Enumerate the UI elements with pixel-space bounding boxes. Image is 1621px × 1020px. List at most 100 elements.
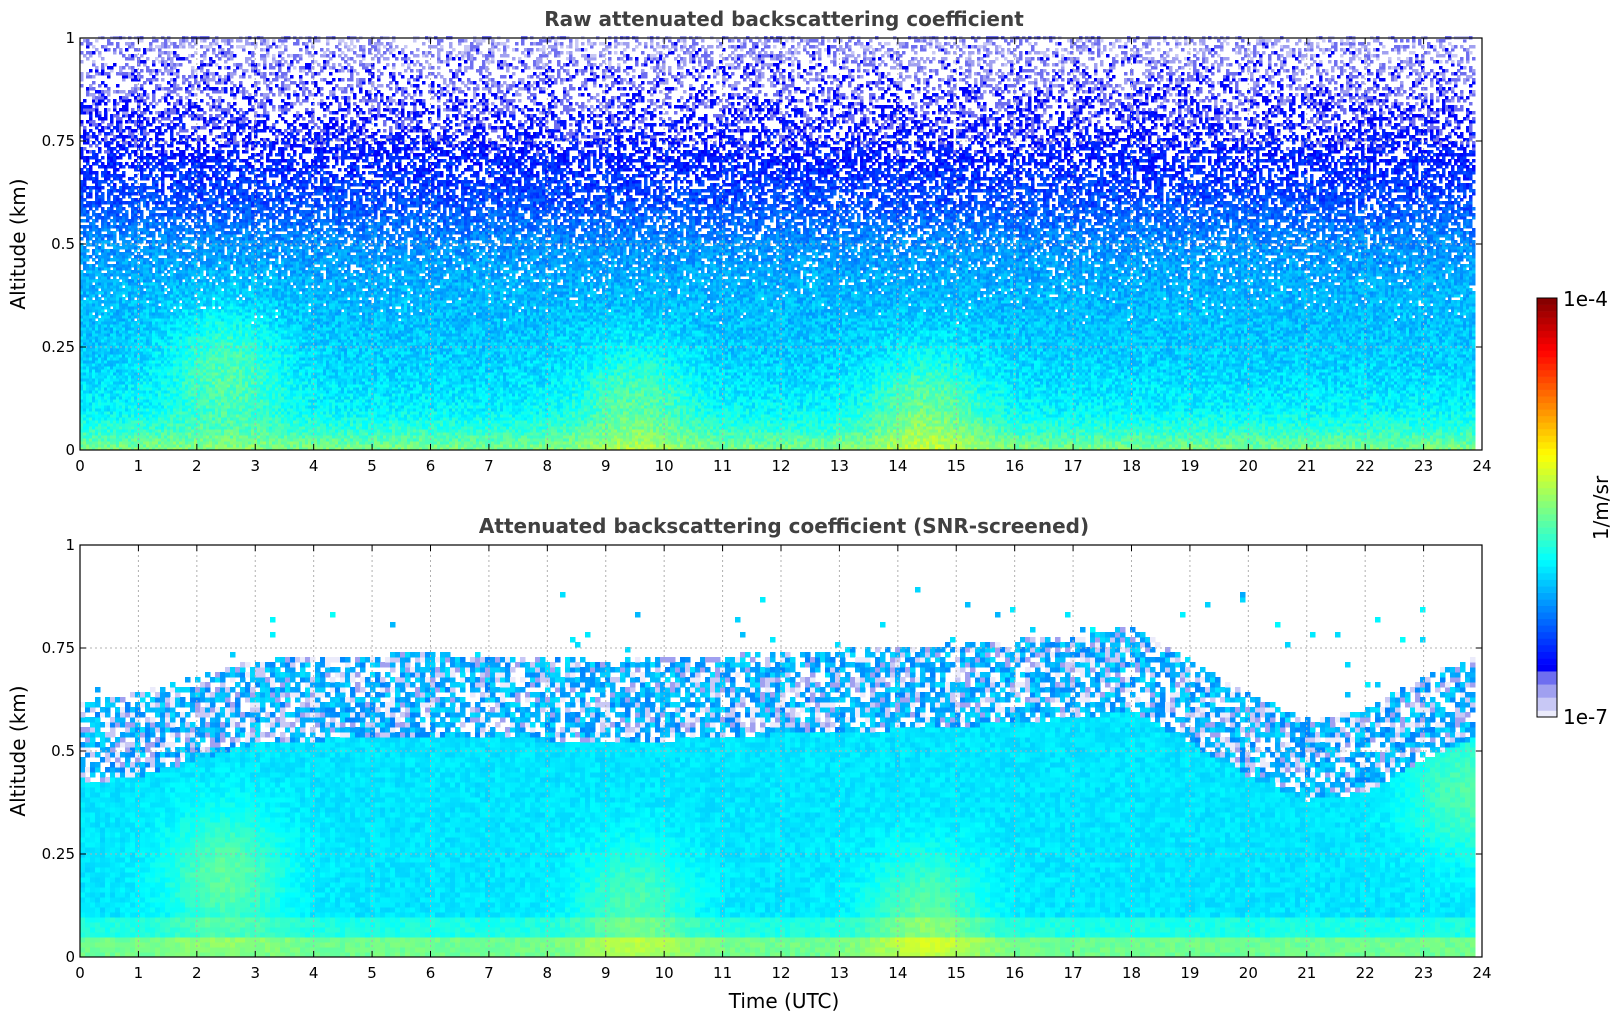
heatmap-cell bbox=[92, 375, 96, 379]
heatmap-cell bbox=[122, 213, 126, 217]
heatmap-cell bbox=[95, 411, 99, 415]
heatmap-cell bbox=[125, 435, 129, 439]
heatmap-cell bbox=[113, 249, 117, 253]
heatmap-cell bbox=[83, 255, 87, 259]
heatmap-cell bbox=[83, 204, 87, 208]
heatmap-cell bbox=[95, 306, 99, 310]
heatmap-cell bbox=[83, 411, 87, 415]
heatmap-cell bbox=[104, 135, 108, 139]
heatmap-cell bbox=[98, 147, 102, 151]
heatmap-cell bbox=[95, 96, 99, 100]
heatmap-cell bbox=[86, 192, 90, 196]
heatmap-cell bbox=[116, 45, 120, 49]
heatmap-cell bbox=[131, 438, 135, 442]
heatmap-cell bbox=[92, 363, 96, 367]
heatmap-cell bbox=[116, 294, 120, 298]
heatmap-cell bbox=[119, 276, 123, 280]
heatmap-cell bbox=[92, 366, 96, 370]
heatmap-cell bbox=[113, 366, 117, 370]
heatmap-cell bbox=[92, 426, 96, 430]
heatmap-cell bbox=[122, 66, 126, 70]
heatmap-cell bbox=[140, 438, 144, 442]
heatmap-cell bbox=[119, 285, 123, 289]
heatmap-cell bbox=[92, 93, 96, 97]
heatmap-cell bbox=[122, 384, 126, 388]
heatmap-cell bbox=[116, 312, 120, 316]
heatmap-cell bbox=[125, 162, 129, 166]
heatmap-cell bbox=[104, 408, 108, 412]
heatmap-cell bbox=[122, 423, 126, 427]
heatmap-cell bbox=[95, 324, 99, 328]
heatmap-cell bbox=[131, 378, 135, 382]
heatmap-cell bbox=[134, 438, 138, 442]
heatmap-cell bbox=[131, 390, 135, 394]
heatmap-cell bbox=[101, 207, 105, 211]
heatmap-cell bbox=[86, 369, 90, 373]
heatmap-cell bbox=[119, 282, 123, 286]
heatmap-cell bbox=[89, 354, 93, 358]
heatmap-cell bbox=[86, 141, 90, 145]
heatmap-cell bbox=[104, 330, 108, 334]
heatmap-cell bbox=[122, 297, 126, 301]
heatmap-cell bbox=[98, 444, 102, 448]
heatmap-cell bbox=[95, 342, 99, 346]
heatmap-cell bbox=[83, 381, 87, 385]
heatmap-cell bbox=[113, 426, 117, 430]
heatmap-cell bbox=[128, 441, 132, 445]
heatmap-cell bbox=[101, 273, 105, 277]
heatmap-cell bbox=[107, 426, 111, 430]
heatmap-cell bbox=[104, 357, 108, 361]
heatmap-cell bbox=[92, 408, 96, 412]
heatmap-cell bbox=[131, 54, 135, 58]
heatmap-cell bbox=[128, 402, 132, 406]
heatmap-cell bbox=[131, 276, 135, 280]
heatmap-cell bbox=[119, 264, 123, 268]
heatmap-cell bbox=[122, 438, 126, 442]
heatmap-cell bbox=[95, 216, 99, 220]
heatmap-cell bbox=[110, 201, 114, 205]
heatmap-cell bbox=[86, 93, 90, 97]
heatmap-cell bbox=[122, 342, 126, 346]
heatmap-cell bbox=[98, 300, 102, 304]
heatmap-cell bbox=[86, 441, 90, 445]
heatmap-cell bbox=[92, 258, 96, 262]
heatmap-cell bbox=[107, 306, 111, 310]
heatmap-cell bbox=[83, 285, 87, 289]
heatmap-cell bbox=[116, 426, 120, 430]
heatmap-cell bbox=[92, 219, 96, 223]
heatmap-cell bbox=[116, 267, 120, 271]
heatmap-cell bbox=[131, 183, 135, 187]
heatmap-cell bbox=[116, 324, 120, 328]
heatmap-cell bbox=[128, 309, 132, 313]
heatmap-cell bbox=[107, 237, 111, 241]
heatmap-cell bbox=[107, 183, 111, 187]
heatmap-cell bbox=[128, 252, 132, 256]
heatmap-cell bbox=[140, 387, 144, 391]
heatmap-cell bbox=[83, 432, 87, 436]
heatmap-cell bbox=[104, 327, 108, 331]
heatmap-cell bbox=[107, 90, 111, 94]
heatmap-cell bbox=[95, 357, 99, 361]
heatmap-cell bbox=[98, 375, 102, 379]
heatmap-cell bbox=[83, 225, 87, 229]
heatmap-cell bbox=[131, 414, 135, 418]
heatmap-cell bbox=[107, 324, 111, 328]
heatmap-cell bbox=[95, 315, 99, 319]
heatmap-cell bbox=[134, 351, 138, 355]
heatmap-cell bbox=[125, 366, 129, 370]
heatmap-cell bbox=[119, 177, 123, 181]
heatmap-cell bbox=[95, 363, 99, 367]
heatmap-cell bbox=[92, 81, 96, 85]
heatmap-cell bbox=[125, 315, 129, 319]
heatmap-cell bbox=[119, 51, 123, 55]
heatmap-cell bbox=[89, 111, 93, 115]
heatmap-cell bbox=[140, 363, 144, 367]
heatmap-cell bbox=[125, 369, 129, 373]
heatmap-cell bbox=[122, 291, 126, 295]
heatmap-cell bbox=[95, 300, 99, 304]
heatmap-cell bbox=[122, 327, 126, 331]
heatmap-cell bbox=[86, 237, 90, 241]
heatmap-area bbox=[80, 36, 1476, 451]
heatmap-cell bbox=[116, 297, 120, 301]
heatmap-cell bbox=[101, 240, 105, 244]
